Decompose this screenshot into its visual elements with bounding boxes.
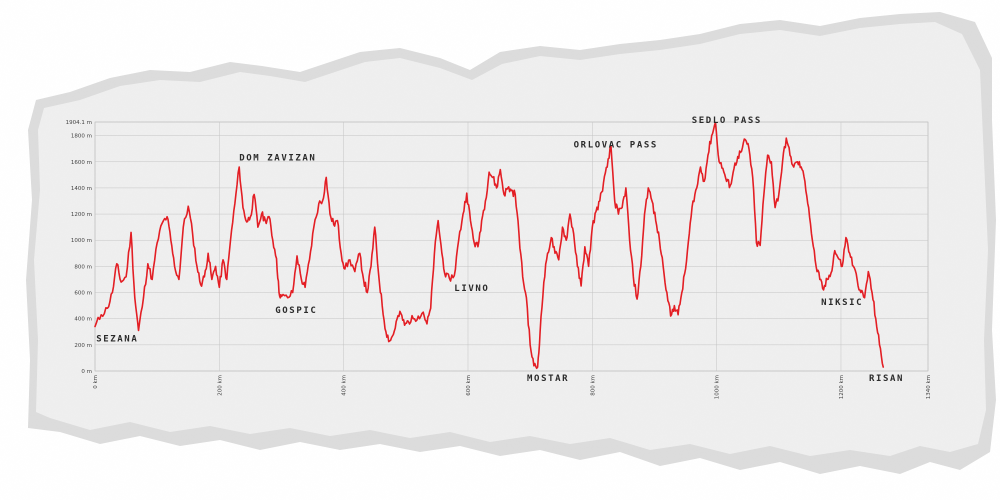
y-tick-label: 200 m — [74, 343, 92, 349]
x-tick-label: 800 km — [590, 375, 596, 396]
y-tick-label: 400 m — [74, 317, 92, 323]
x-tick-label: 1200 km — [839, 375, 845, 399]
place-label-gospic: GOSPIC — [275, 306, 317, 316]
y-tick-label: 1600 m — [71, 160, 92, 166]
y-tick-label: 1200 m — [71, 212, 92, 218]
y-tick-label: 1000 m — [71, 238, 92, 244]
place-label-sezana: SEZANA — [96, 335, 138, 345]
place-label-sedlo-pass: SEDLO PASS — [692, 116, 762, 126]
y-tick-label: 600 m — [74, 291, 92, 297]
place-label-niksic: NIKSIC — [821, 298, 863, 308]
place-label-risan: RISAN — [869, 374, 904, 384]
x-tick-label: 400 km — [342, 375, 348, 396]
place-label-orlovac-pass: ORLOVAC PASS — [574, 140, 658, 150]
y-tick-label: 1800 m — [71, 134, 92, 140]
y-tick-label: 0 m — [81, 369, 92, 375]
place-annotations: SEZANA DOM ZAVIZAN GOSPIC LIVNO MOSTAR ORLOVA… — [96, 116, 904, 384]
x-tick-label: 600 km — [466, 375, 472, 396]
place-label-livno: LIVNO — [454, 284, 489, 294]
y-tick-label: 1904.1 m — [66, 120, 92, 126]
x-tick-label: 0 km — [93, 375, 99, 389]
elevation-line — [94, 121, 885, 370]
x-tick-label: 200 km — [217, 375, 223, 396]
place-label-mostar: MOSTAR — [527, 374, 569, 384]
y-tick-label: 800 m — [74, 264, 92, 270]
x-tick-label: 1340 km — [926, 375, 932, 399]
y-tick-label: 1400 m — [71, 186, 92, 192]
x-tick-label: 1000 km — [715, 375, 721, 399]
chart-grid — [94, 121, 929, 372]
chart-tick-labels: 0 m 200 m 400 m 600 m 800 m 1000 m 1200 m 1400 … — [66, 120, 932, 399]
place-label-dom-zavizan: DOM ZAVIZAN — [239, 153, 316, 163]
